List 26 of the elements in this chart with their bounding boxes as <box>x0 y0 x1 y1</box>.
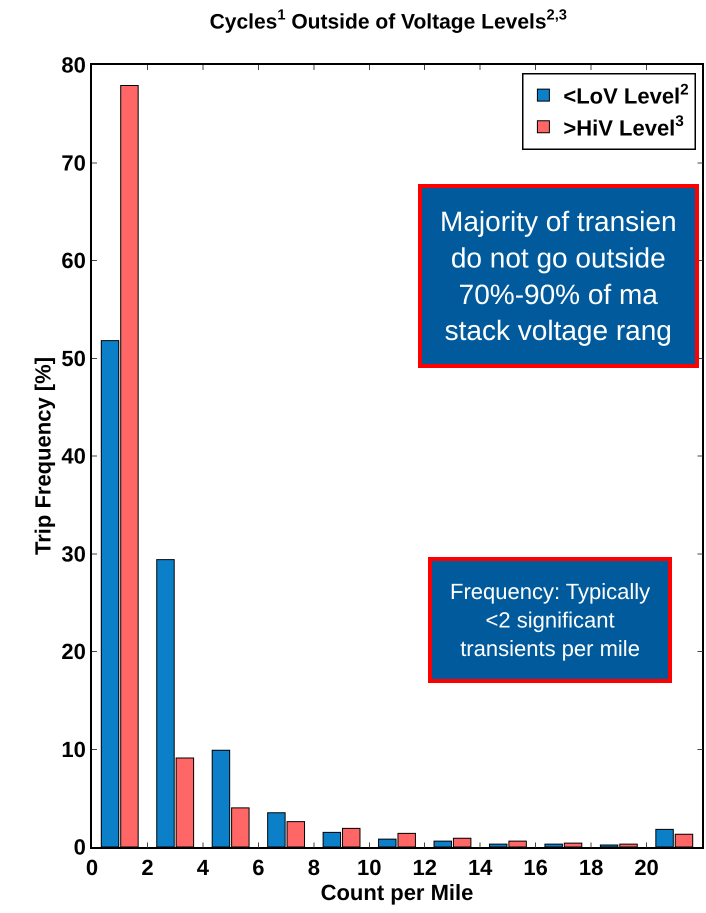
x-tick-label: 6 <box>252 855 264 880</box>
x-tick-label: 18 <box>578 855 604 880</box>
y-tick-label: 0 <box>74 834 86 860</box>
x-tick-label: 14 <box>468 855 494 880</box>
x-tick-label: 20 <box>634 855 659 880</box>
x-tick-label: 16 <box>523 855 548 880</box>
y-tick-label: 30 <box>61 541 86 566</box>
chart-title: Cycles$^{1}$ Outside of Voltage Levels$^{2,3}$ <box>210 8 567 34</box>
annotation: Majority of transien do not go outside 70%-90% of ma stack voltage rang <box>440 206 677 346</box>
x-tick-label: 4 <box>196 855 210 880</box>
y-tick-label: 70 <box>61 150 86 176</box>
x-tick-label: 8 <box>308 855 320 880</box>
x-axis-title: Count per Mile <box>320 880 474 906</box>
x-tick-label: 12 <box>412 855 437 880</box>
y-tick-label: 80 <box>61 52 86 78</box>
legend-label: <LoV Level$^{2}$ <box>563 81 689 109</box>
y-tick-label: 60 <box>61 248 86 274</box>
legend-label: >HiV Level$^{3}$ <box>563 113 684 140</box>
y-tick-label: 40 <box>61 444 86 469</box>
y-tick-label: 10 <box>61 736 86 762</box>
y-tick-label: 20 <box>61 639 86 664</box>
x-tick-label: 2 <box>141 855 154 880</box>
x-tick-label: 10 <box>357 855 382 880</box>
y-axis-title: Trip Frequency [%] <box>30 356 56 556</box>
y-tick-label: 50 <box>61 346 86 371</box>
annotation: Frequency: Typically <2 significant transients per mile <box>450 579 650 662</box>
